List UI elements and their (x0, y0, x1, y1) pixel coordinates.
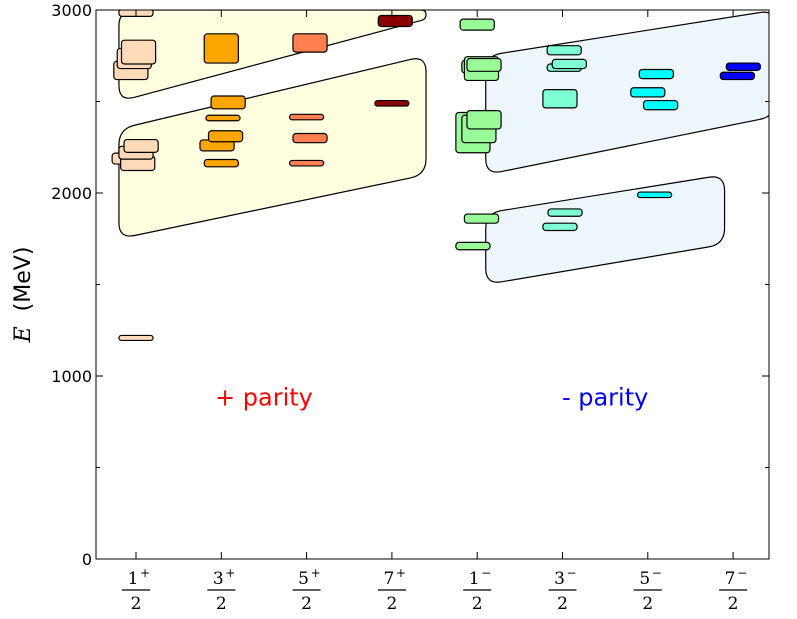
x-tick-label: 3 +2 (207, 566, 235, 614)
parity-annotation: + parity (215, 383, 313, 411)
state-box (288, 159, 325, 167)
x-tick-sign: + (311, 566, 321, 580)
state-box (642, 99, 679, 111)
state-box (542, 89, 578, 109)
state-box (463, 213, 500, 224)
x-tick-sign: − (737, 566, 747, 580)
region-plus-lower-band (118, 58, 427, 237)
x-tick-denominator: 2 (301, 594, 312, 614)
state-box (203, 158, 239, 168)
x-tick-numerator: 7 (725, 569, 736, 589)
parity-annotation: - parity (562, 383, 648, 411)
x-tick-label: 3 − 2 (548, 566, 577, 614)
x-tick-label: 7 − 2 (719, 566, 747, 614)
x-tick-numerator: 3 (213, 569, 224, 589)
state-box (551, 58, 587, 70)
state-box (207, 130, 244, 143)
y-tick-label: 3000 (51, 1, 92, 20)
state-box (466, 57, 502, 72)
x-tick-sign: + (140, 566, 150, 580)
x-tick-denominator: 2 (131, 594, 142, 614)
x-tick-denominator: 2 (642, 594, 653, 614)
box-layer (111, 10, 761, 342)
state-box (546, 45, 582, 56)
y-axis-label-unit: (MeV) (11, 247, 36, 312)
state-box (288, 113, 325, 121)
state-box (374, 99, 410, 107)
x-tick-sign: − (652, 566, 662, 580)
x-tick-denominator: 2 (472, 594, 483, 614)
state-box (205, 114, 241, 122)
x-tick-numerator: 7 (383, 569, 394, 589)
y-axis: 0 1000 2000 3000 (51, 1, 769, 569)
x-tick-numerator: 3 (554, 569, 565, 589)
x-tick-numerator: 1 (128, 569, 139, 589)
annotation-layer: + parity - parity (215, 383, 648, 411)
x-tick-label: 7 +2 (377, 566, 406, 614)
state-box (630, 87, 666, 98)
y-axis-label: E (MeV) (11, 247, 36, 344)
y-tick-label: 0 (82, 550, 92, 569)
x-tick-denominator: 2 (386, 594, 397, 614)
state-box (459, 18, 495, 31)
state-box (292, 33, 328, 53)
state-box (203, 33, 239, 64)
x-tick-denominator: 2 (557, 594, 568, 614)
state-box (377, 14, 413, 28)
x-tick-label: 5 − 2 (633, 566, 662, 614)
state-box (455, 241, 491, 251)
state-box (725, 62, 761, 71)
y-tick-label: 2000 (51, 184, 92, 203)
state-box (542, 222, 578, 232)
state-box (292, 132, 328, 144)
state-box (120, 39, 157, 65)
state-box (466, 110, 502, 130)
state-box (123, 138, 159, 153)
x-tick-label: 1 − 2 (463, 566, 491, 614)
x-tick-sign: + (396, 566, 406, 580)
state-box (636, 191, 673, 199)
x-tick-label: 5 +2 (292, 566, 321, 614)
region-minus-lower-band (485, 176, 726, 283)
x-tick-sign: − (566, 566, 576, 580)
x-tick-numerator: 1 (469, 569, 480, 589)
x-axis: 1 +23 +25 +27 +21 −23 −25 −27 −2 (122, 10, 747, 614)
x-tick-denominator: 2 (216, 594, 227, 614)
region-layer (118, 10, 769, 283)
state-box (719, 71, 756, 81)
x-tick-sign: + (225, 566, 235, 580)
state-box (638, 68, 674, 80)
x-tick-numerator: 5 (639, 569, 650, 589)
y-axis-label-var: E (11, 326, 36, 343)
x-tick-numerator: 5 (298, 569, 309, 589)
state-box (118, 334, 154, 342)
y-tick-label: 1000 (51, 367, 92, 386)
x-tick-label: 1 +2 (122, 566, 150, 614)
state-box (210, 95, 246, 110)
state-box (547, 208, 583, 217)
x-tick-sign: − (481, 566, 491, 580)
x-tick-denominator: 2 (728, 594, 739, 614)
